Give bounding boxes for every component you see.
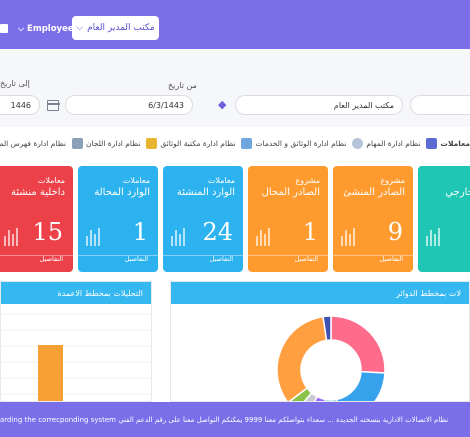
- bar-chart: [1, 313, 151, 401]
- card-subtitle: مشروع: [295, 176, 320, 185]
- from-date-input[interactable]: 6/3/1443: [65, 95, 193, 115]
- system-committees[interactable]: نظام ادارة اللجان: [71, 137, 141, 149]
- to-date-label: إلى تاريخ: [0, 79, 30, 88]
- employee-name: Employee1: [27, 24, 80, 34]
- committees-icon: [71, 137, 83, 149]
- card-subtitle: مشروع: [380, 176, 405, 185]
- card-divider: [0, 255, 73, 256]
- card-title: الخارجي: [445, 187, 470, 198]
- office-dropdown-label: مكتب المدير العام: [87, 23, 155, 33]
- pie-chart-panel: لات بمخطط الدوائر: [170, 281, 470, 425]
- pie-chart-panel-title: لات بمخطط الدوائر: [171, 282, 469, 304]
- card-subtitle: معاملات: [207, 176, 235, 185]
- card-subtitle: معاملات: [37, 176, 65, 185]
- system-tasks[interactable]: نظام ادارة المهام: [352, 137, 421, 149]
- stat-card-incoming-created[interactable]: معاملات الوارد المنشئة 24 التفاصيل: [163, 166, 243, 272]
- card-details-link[interactable]: التفاصيل: [39, 255, 63, 263]
- bar[interactable]: [38, 345, 63, 401]
- stat-card-outgoing-created[interactable]: مشروع الصادر المنشئ 9 التفاصيل: [333, 166, 413, 272]
- bar-chart-icon: [171, 226, 187, 246]
- documents-icon: [241, 137, 253, 149]
- card-count: 9: [387, 218, 403, 246]
- donut-slice[interactable]: [330, 315, 386, 374]
- system-label: نظام ادارة الوثائق و الخدمات: [255, 138, 347, 148]
- chevron-down-icon: ⌵: [76, 23, 84, 33]
- card-title: الوارد المنشئة: [176, 187, 235, 198]
- card-count: 24: [202, 218, 233, 246]
- card-details-link[interactable]: التفاصيل: [124, 255, 148, 263]
- calendar-icon[interactable]: [46, 100, 60, 111]
- ticker-text: arding the correcponding system نظام الا…: [0, 415, 449, 424]
- card-count: 1: [302, 218, 318, 246]
- system-index[interactable]: نظام ادارة فهرس الم: [0, 138, 66, 149]
- settings-gear-icon: [426, 137, 438, 149]
- card-title: الصادر المنشئ: [343, 187, 405, 198]
- card-divider: [248, 255, 328, 256]
- system-label: نظام ادارة فهرس الم: [0, 138, 66, 148]
- card-divider: [333, 255, 413, 256]
- filters-area: إلى تاريخ من تاريخ 1446 6/3/1443 ◆ مكتب …: [0, 49, 470, 127]
- tasks-icon: [352, 137, 364, 149]
- stat-card-outgoing-referred[interactable]: مشروع الصادر المحال 1 التفاصيل: [248, 166, 328, 272]
- office-select[interactable]: مكتب المدير العام: [235, 95, 403, 115]
- document-icon[interactable]: [0, 24, 8, 33]
- diamond-icon: ◆: [218, 98, 227, 111]
- card-divider: [163, 255, 243, 256]
- stat-card-incoming-referred[interactable]: معاملات الوارد المحالة 1 التفاصيل: [78, 166, 158, 272]
- employee-menu[interactable]: ⌵ Employee1: [15, 24, 80, 34]
- donut-slice[interactable]: [335, 370, 386, 424]
- bar-chart-icon: [4, 226, 20, 246]
- card-divider: [78, 255, 158, 256]
- bar-chart-icon: [256, 226, 272, 246]
- card-count: 15: [32, 218, 63, 246]
- top-bar: ⌵ Employee1 ⌵ مكتب المدير العام: [0, 0, 470, 49]
- stats-cards: الخارجي مشروع الصادر المنشئ 9 التفاصيل م…: [0, 166, 470, 272]
- system-label: نظام ادارة المهام: [366, 138, 421, 148]
- donut-slice[interactable]: [276, 315, 328, 404]
- office-dropdown[interactable]: ⌵ مكتب المدير العام: [72, 16, 159, 40]
- donut-slice[interactable]: [322, 315, 332, 342]
- bar-chart-panel-title: التحليلات بمخطط الاعمدة: [1, 282, 151, 304]
- card-details-link[interactable]: التفاصيل: [209, 255, 233, 263]
- system-transactions[interactable]: معاملات: [426, 137, 470, 149]
- card-details-link[interactable]: التفاصيل: [379, 255, 403, 263]
- card-count: 1: [132, 218, 148, 246]
- office-select-value: مكتب المدير العام: [333, 100, 394, 110]
- from-date-label: من تاريخ: [168, 81, 197, 90]
- bar-chart-icon: [86, 226, 102, 246]
- system-label: معاملات: [440, 138, 470, 148]
- bar-chart-icon: [426, 226, 442, 246]
- card-title: داخلية منشئة: [11, 187, 65, 198]
- card-title: الصادر المحال: [261, 187, 320, 198]
- system-label: نظام ادارة مكتبة الوثائق: [160, 138, 236, 148]
- employee-chevron-icon: ⌵: [18, 24, 25, 33]
- card-subtitle: معاملات: [122, 176, 150, 185]
- system-library[interactable]: نظام ادارة مكتبة الوثائق: [146, 137, 236, 149]
- to-date-input[interactable]: 1446: [0, 95, 40, 115]
- donut-chart: [276, 315, 386, 425]
- card-title: الوارد المحالة: [94, 187, 150, 198]
- stat-card-internal-created[interactable]: معاملات داخلية منشئة 15 التفاصيل: [0, 166, 73, 272]
- library-icon: [146, 137, 158, 149]
- bar-chart-panel: التحليلات بمخطط الاعمدة: [0, 281, 152, 402]
- system-documents[interactable]: نظام ادارة الوثائق و الخدمات: [241, 137, 347, 149]
- system-label: نظام ادارة اللجان: [85, 138, 141, 148]
- bar-chart-icon: [341, 226, 357, 246]
- systems-row: معاملات نظام ادارة المهام نظام ادارة الو…: [0, 133, 470, 153]
- news-ticker: arding the correcponding system نظام الا…: [0, 402, 470, 437]
- card-details-link[interactable]: التفاصيل: [294, 255, 318, 263]
- stat-card-outgoing-external[interactable]: الخارجي: [418, 166, 470, 272]
- search-input[interactable]: [410, 95, 470, 115]
